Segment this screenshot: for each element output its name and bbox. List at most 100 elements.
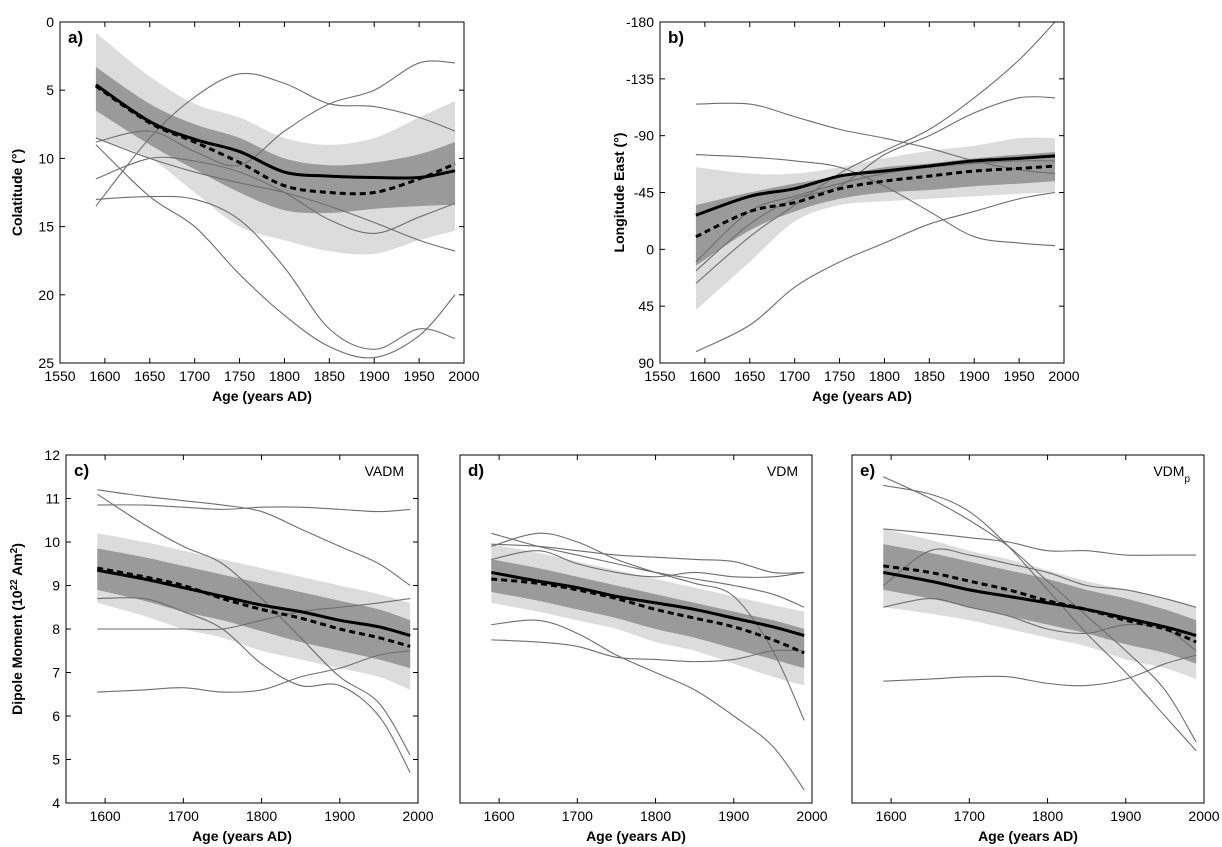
x-tick-label-a: 1800 bbox=[269, 368, 300, 384]
y-tick-label-a: 25 bbox=[38, 355, 54, 371]
y-tick-label-a: 15 bbox=[38, 219, 54, 235]
x-tick-label-b: 1650 bbox=[734, 368, 765, 384]
x-tick-label-a: 1950 bbox=[404, 368, 435, 384]
model-trace-e-4 bbox=[882, 548, 1197, 608]
x-tick-label-e: 1600 bbox=[876, 808, 907, 824]
x-tick-label-c: 1600 bbox=[90, 808, 121, 824]
model-trace-c-2 bbox=[97, 504, 411, 513]
panel-c-vadm: 1600 1700 1800 1900 2000 4 5 6 7 8 9 10 11 12 Age (yea… bbox=[9, 447, 434, 844]
x-tick-label-d: 2000 bbox=[796, 808, 827, 824]
model-trace-b-3 bbox=[695, 191, 1056, 353]
panel-label-a: a) bbox=[68, 28, 83, 47]
model-trace-e-1 bbox=[883, 476, 1197, 743]
y-tick-label-a: 20 bbox=[38, 287, 54, 303]
median-line-a bbox=[95, 84, 456, 196]
y-tick-label-c: 5 bbox=[52, 752, 60, 768]
median-line-b bbox=[695, 164, 1056, 239]
panel-label-c: c) bbox=[74, 461, 89, 480]
mean-line-d bbox=[491, 570, 805, 637]
x-tick-label-b: 1700 bbox=[779, 368, 810, 384]
x-axis-label-c: Age (years AD) bbox=[192, 828, 292, 844]
model-trace-c-1 bbox=[97, 489, 411, 586]
y-axis-label-c: Dipole Moment (1022 Am2) bbox=[9, 543, 26, 715]
axes-frame-a bbox=[59, 21, 465, 364]
mean-line-c bbox=[97, 568, 411, 637]
model-trace-c-5 bbox=[97, 598, 411, 631]
x-tick-label-e: 1900 bbox=[1110, 808, 1141, 824]
x-tick-label-a: 2000 bbox=[448, 368, 479, 384]
x-tick-label-b: 1900 bbox=[959, 368, 990, 384]
x-tick-label-b: 1800 bbox=[869, 368, 900, 384]
y-tick-label-c: 10 bbox=[44, 534, 60, 550]
x-tick-label-b: 2000 bbox=[1048, 368, 1079, 384]
model-trace-b-1 bbox=[695, 102, 1056, 175]
x-axis-label-a: Age (years AD) bbox=[212, 388, 312, 404]
x-tick-label-a: 1600 bbox=[89, 368, 120, 384]
model-trace-c-3 bbox=[96, 493, 411, 756]
plot-area-a bbox=[95, 32, 456, 359]
x-tick-label-a: 1900 bbox=[359, 368, 390, 384]
model-trace-b-2 bbox=[695, 154, 1056, 247]
model-trace-c-6 bbox=[97, 650, 411, 693]
plot-area-d bbox=[491, 532, 805, 791]
panel-tag-d: VDM bbox=[767, 463, 798, 479]
model-trace-b-5 bbox=[695, 96, 1056, 272]
panel-e-vdmp: 1600 1700 1800 1900 2000 Age (years AD) e) VDMp bbox=[851, 454, 1220, 844]
x-tick-label-a: 1550 bbox=[44, 368, 75, 384]
model-trace-d-4 bbox=[491, 619, 805, 791]
x-tick-label-c: 2000 bbox=[402, 808, 433, 824]
y-tick-label-c: 4 bbox=[52, 795, 60, 811]
panel-b-longitude: 1550 1600 1650 1700 1750 1800 1850 1900 1950 2000… bbox=[611, 14, 1080, 404]
plot-area-b bbox=[695, 22, 1056, 353]
plot-area-c bbox=[96, 489, 411, 773]
model-trace-e-5 bbox=[883, 597, 1197, 652]
y-tick-label-b: 90 bbox=[638, 355, 654, 371]
y-tick-label-a: 0 bbox=[46, 14, 54, 30]
model-trace-a-6 bbox=[95, 60, 456, 167]
axes-frame-d bbox=[459, 454, 813, 804]
model-trace-d-5 bbox=[491, 639, 805, 663]
model-trace-e-2 bbox=[883, 484, 1197, 752]
x-tick-label-d: 1600 bbox=[484, 808, 515, 824]
y-tick-label-b: -135 bbox=[626, 71, 654, 87]
model-trace-b-6 bbox=[695, 160, 1056, 263]
band-inner-e bbox=[883, 544, 1197, 664]
x-tick-label-a: 1750 bbox=[224, 368, 255, 384]
model-trace-d-3 bbox=[491, 550, 805, 578]
y-tick-label-c: 12 bbox=[44, 447, 60, 463]
axes-frame-e bbox=[851, 454, 1205, 804]
x-axis-label-b: Age (years AD) bbox=[812, 388, 912, 404]
x-axis-label-e: Age (years AD) bbox=[978, 828, 1078, 844]
panel-label-b: b) bbox=[668, 28, 684, 47]
mean-line-e bbox=[883, 570, 1197, 637]
band-inner-b bbox=[695, 152, 1056, 266]
y-tick-label-b: -180 bbox=[626, 14, 654, 30]
x-tick-label-c: 1800 bbox=[246, 808, 277, 824]
model-trace-a-3 bbox=[95, 144, 456, 359]
model-trace-a-5 bbox=[95, 195, 456, 350]
x-tick-label-e: 1800 bbox=[1032, 808, 1063, 824]
x-tick-label-b: 1850 bbox=[914, 368, 945, 384]
x-tick-label-c: 1700 bbox=[168, 808, 199, 824]
panel-tag-e: VDMp bbox=[1153, 463, 1190, 485]
x-tick-label-d: 1800 bbox=[640, 808, 671, 824]
x-tick-label-c: 1900 bbox=[324, 808, 355, 824]
x-tick-label-b: 1600 bbox=[689, 368, 720, 384]
x-tick-label-a: 1850 bbox=[314, 368, 345, 384]
y-tick-label-b: 0 bbox=[646, 241, 654, 257]
y-tick-label-c: 6 bbox=[52, 708, 60, 724]
y-tick-label-c: 9 bbox=[52, 578, 60, 594]
plot-area-e bbox=[882, 476, 1197, 752]
panel-tag-c: VADM bbox=[365, 463, 404, 479]
model-trace-d-2 bbox=[491, 532, 805, 721]
y-tick-label-c: 11 bbox=[45, 491, 60, 507]
x-tick-label-a: 1700 bbox=[179, 368, 210, 384]
y-tick-label-b: -45 bbox=[634, 185, 654, 201]
x-tick-label-a: 1650 bbox=[134, 368, 165, 384]
model-trace-a-4 bbox=[95, 156, 456, 234]
x-tick-label-e: 2000 bbox=[1188, 808, 1219, 824]
y-tick-label-a: 5 bbox=[46, 82, 54, 98]
mean-line-b bbox=[695, 154, 1056, 217]
x-tick-label-b: 1950 bbox=[1004, 368, 1035, 384]
